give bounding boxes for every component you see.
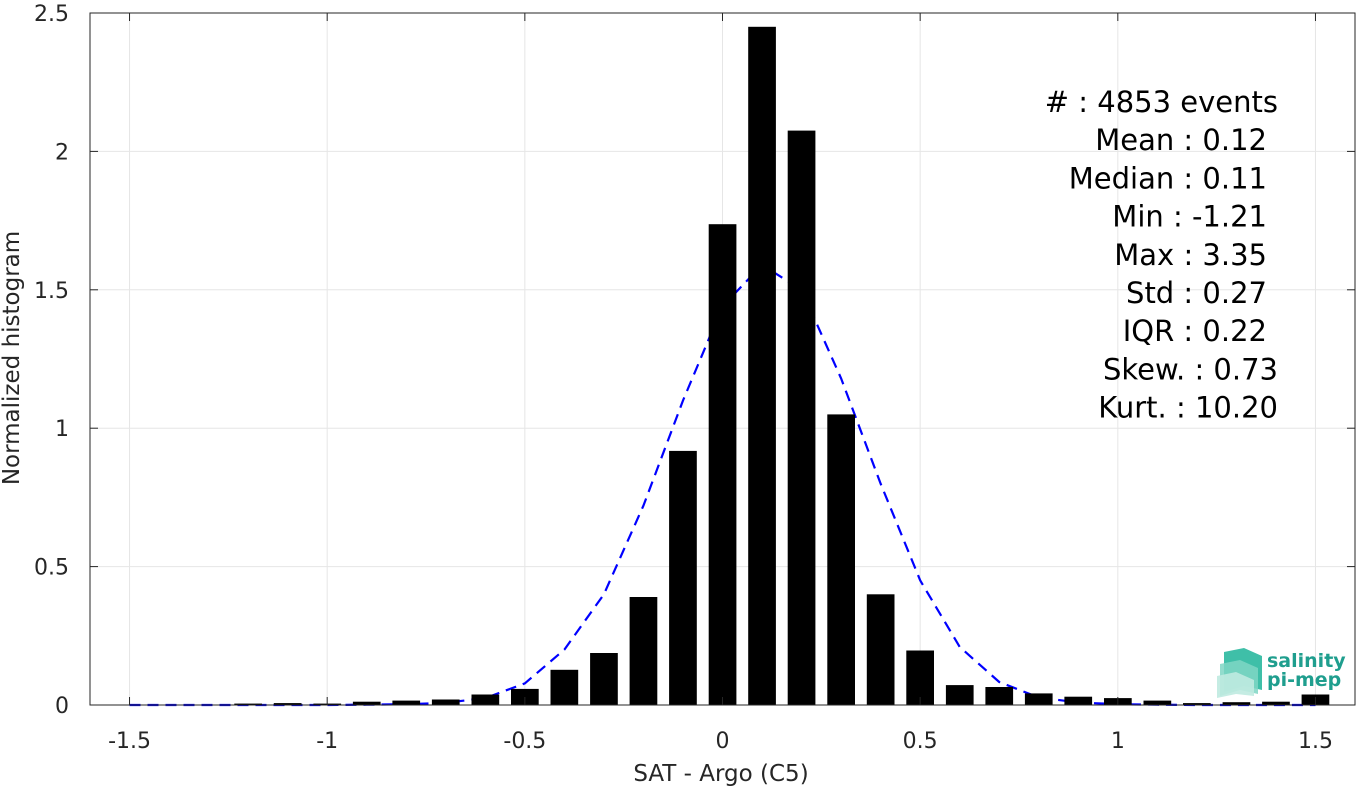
- x-tick-label-4: 0.5: [903, 729, 938, 754]
- histogram-bar-29: [1262, 701, 1290, 705]
- histogram-bar-17: [787, 130, 816, 706]
- histogram-bar-12: [590, 653, 618, 705]
- x-tick-label-5: 1: [1111, 729, 1125, 754]
- y-tick-label-3: 1.5: [34, 279, 69, 304]
- stat-line-1: Mean : 0.12: [1095, 123, 1267, 157]
- histogram-bar-15: [708, 224, 737, 705]
- histogram-bar-26: [1143, 700, 1172, 705]
- y-axis-ticks: 0 0.5 1 1.5 2 2.5: [34, 2, 1355, 719]
- histogram-bar-28: [1222, 702, 1251, 705]
- stat-line-8: Kurt. : 10.20: [1098, 391, 1278, 425]
- stats-block: # : 4853 events Mean : 0.12 Median : 0.11 M…: [1045, 85, 1278, 425]
- stat-line-0: # : 4853 events: [1045, 85, 1278, 119]
- histogram-bar-8: [431, 699, 460, 705]
- x-axis-ticks: -1.5 -1 -0.5 0 0.5 1 1.5: [108, 13, 1333, 754]
- x-tick-label-2: -0.5: [503, 729, 546, 754]
- logo-line2: pi-mep: [1267, 669, 1341, 691]
- stat-line-7: Skew. : 0.73: [1103, 352, 1278, 386]
- x-tick-label-3: 0: [716, 729, 730, 754]
- stat-line-3: Min : -1.21: [1112, 200, 1267, 234]
- histogram-bar-14: [669, 450, 697, 705]
- histogram-bar-10: [511, 688, 539, 705]
- histogram-bar-11: [550, 669, 579, 705]
- histogram-bar-4: [273, 703, 302, 705]
- histogram-bar-18: [827, 414, 855, 705]
- x-tick-label-6: 1.5: [1298, 729, 1333, 754]
- histogram-bar-23: [1024, 693, 1053, 705]
- y-tick-label-2: 1: [55, 417, 69, 442]
- y-tick-label-0: 0: [55, 694, 69, 719]
- y-axis-label: Normalized histogram: [0, 231, 25, 485]
- histogram-bar-21: [945, 685, 974, 705]
- y-tick-label-4: 2: [55, 140, 69, 165]
- logo-emblem-icon: [1217, 648, 1262, 698]
- stat-line-5: Std : 0.27: [1126, 276, 1267, 310]
- salinity-pi-mep-logo: salinity pi-mep: [1217, 648, 1346, 698]
- histogram-bar-27: [1183, 703, 1211, 705]
- x-axis-label: SAT - Argo (C5): [633, 761, 808, 787]
- histogram-bar-16: [748, 26, 776, 706]
- bars-layer: [234, 26, 1330, 706]
- histogram-bar-9: [471, 694, 500, 705]
- stat-line-2: Median : 0.11: [1069, 161, 1267, 195]
- histogram-bar-6: [352, 701, 381, 705]
- histogram-bar-20: [906, 650, 934, 705]
- histogram-bar-19: [866, 594, 895, 705]
- x-tick-label-1: -1: [316, 729, 338, 754]
- x-tick-label-0: -1.5: [108, 729, 151, 754]
- histogram-bar-22: [985, 687, 1014, 705]
- y-tick-label-5: 2.5: [34, 2, 69, 27]
- logo-line1: salinity: [1267, 650, 1346, 672]
- stat-line-6: IQR : 0.22: [1123, 314, 1267, 348]
- histogram-bar-3: [234, 703, 262, 705]
- histogram-bar-24: [1064, 696, 1093, 705]
- y-tick-label-1: 0.5: [34, 556, 69, 581]
- histogram-bar-13: [629, 597, 658, 705]
- stat-line-4: Max : 3.35: [1114, 238, 1267, 272]
- histogram-bar-7: [392, 700, 421, 705]
